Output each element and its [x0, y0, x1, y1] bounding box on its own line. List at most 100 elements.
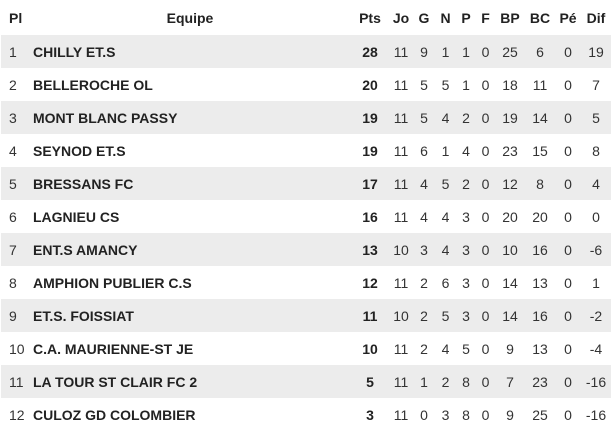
- cell-dif: 7: [592, 76, 600, 93]
- cell-pe: 0: [564, 406, 572, 423]
- cell-bc: 25: [532, 406, 548, 423]
- cell-n: 5: [441, 175, 450, 192]
- cell-pts: 12: [362, 274, 378, 291]
- cell-jo: 11: [393, 406, 409, 423]
- cell-team: LA TOUR ST CLAIR FC 2: [33, 373, 198, 390]
- cell-dif: -2: [589, 307, 603, 324]
- cell-pl: 2: [9, 76, 17, 93]
- cell-jo: 11: [393, 43, 409, 60]
- cell-p: 8: [462, 373, 470, 390]
- cell-pts: 16: [362, 208, 378, 225]
- cell-jo: 11: [393, 109, 409, 126]
- cell-n: 2: [441, 373, 450, 390]
- header-bp: BP: [500, 9, 520, 26]
- cell-bc: 11: [532, 76, 548, 93]
- cell-jo: 11: [393, 175, 409, 192]
- cell-pe: 0: [564, 373, 572, 390]
- cell-f: 0: [481, 340, 490, 357]
- cell-f: 0: [481, 109, 490, 126]
- cell-p: 1: [462, 76, 470, 93]
- cell-bp: 19: [502, 109, 518, 126]
- cell-bp: 9: [506, 406, 514, 423]
- cell-team: ENT.S AMANCY: [33, 241, 138, 258]
- cell-pe: 0: [564, 76, 572, 93]
- cell-jo: 10: [393, 307, 409, 324]
- cell-dif: -16: [585, 406, 607, 423]
- cell-dif: 8: [592, 142, 600, 159]
- cell-p: 8: [462, 406, 470, 423]
- cell-n: 3: [441, 406, 450, 423]
- cell-bc: 15: [532, 142, 548, 159]
- cell-bp: 14: [502, 307, 518, 324]
- cell-pts: 10: [362, 340, 378, 357]
- cell-dif: 0: [592, 208, 600, 225]
- cell-n: 1: [441, 142, 450, 159]
- cell-jo: 11: [393, 76, 409, 93]
- cell-pe: 0: [564, 109, 572, 126]
- cell-jo: 11: [393, 208, 409, 225]
- table-row: 2 BELLEROCHE OL 20 11 5 5 1 0 18 11 0 7: [1, 68, 611, 101]
- cell-f: 0: [481, 373, 490, 390]
- cell-dif: 1: [592, 274, 600, 291]
- table-row: 3 MONT BLANC PASSY 19 11 5 4 2 0 19 14 0 5: [1, 101, 611, 134]
- cell-team: AMPHION PUBLIER C.S: [33, 274, 192, 291]
- cell-pe: 0: [564, 340, 572, 357]
- cell-f: 0: [481, 274, 490, 291]
- cell-pts: 13: [362, 241, 378, 258]
- cell-dif: 4: [592, 175, 600, 192]
- table-row: 7 ENT.S AMANCY 13 10 3 4 3 0 10 16 0 -6: [1, 233, 611, 266]
- header-f: F: [481, 9, 490, 26]
- cell-team: LAGNIEU CS: [33, 208, 120, 225]
- cell-jo: 11: [393, 373, 409, 390]
- header-dif: Dif: [586, 9, 606, 26]
- table-row: 8 AMPHION PUBLIER C.S 12 11 2 6 3 0 14 13 0 1: [1, 266, 611, 299]
- cell-pl: 3: [9, 109, 17, 126]
- cell-f: 0: [481, 208, 490, 225]
- cell-team: BRESSANS FC: [33, 175, 134, 192]
- cell-pe: 0: [564, 175, 572, 192]
- cell-bc: 13: [532, 274, 548, 291]
- cell-p: 5: [462, 340, 470, 357]
- cell-pts: 19: [362, 142, 378, 159]
- cell-n: 5: [441, 307, 450, 324]
- cell-f: 0: [481, 43, 490, 60]
- cell-p: 2: [462, 175, 470, 192]
- cell-g: 2: [420, 340, 428, 357]
- cell-dif: 5: [592, 109, 600, 126]
- cell-bp: 20: [502, 208, 518, 225]
- cell-bc: 6: [536, 43, 544, 60]
- cell-pl: 5: [9, 175, 17, 192]
- header-p: P: [461, 9, 471, 26]
- cell-bp: 9: [506, 340, 514, 357]
- cell-pe: 0: [564, 307, 572, 324]
- cell-n: 4: [441, 241, 450, 258]
- cell-p: 3: [462, 208, 470, 225]
- cell-bc: 16: [532, 241, 548, 258]
- header-pe: Pé: [559, 9, 577, 26]
- cell-f: 0: [481, 406, 490, 423]
- cell-p: 4: [462, 142, 470, 159]
- cell-n: 1: [441, 43, 450, 60]
- header-jo: Jo: [392, 9, 410, 26]
- header-n: N: [440, 9, 451, 26]
- cell-team: SEYNOD ET.S: [33, 142, 126, 159]
- cell-pts: 3: [366, 406, 374, 423]
- cell-f: 0: [481, 142, 490, 159]
- cell-jo: 11: [393, 142, 409, 159]
- cell-n: 4: [441, 340, 450, 357]
- cell-n: 6: [441, 274, 450, 291]
- cell-pl: 7: [9, 241, 17, 258]
- cell-bc: 14: [532, 109, 548, 126]
- cell-p: 3: [462, 274, 470, 291]
- cell-team: BELLEROCHE OL: [33, 76, 153, 93]
- cell-n: 4: [441, 208, 450, 225]
- cell-dif: -4: [589, 340, 603, 357]
- cell-bp: 12: [502, 175, 518, 192]
- table-row: 6 LAGNIEU CS 16 11 4 4 3 0 20 20 0 0: [1, 200, 611, 233]
- cell-jo: 11: [393, 274, 409, 291]
- header-pl: Pl: [9, 9, 23, 26]
- cell-g: 1: [420, 373, 428, 390]
- cell-pts: 17: [362, 175, 378, 192]
- cell-f: 0: [481, 76, 490, 93]
- cell-pl: 4: [9, 142, 17, 159]
